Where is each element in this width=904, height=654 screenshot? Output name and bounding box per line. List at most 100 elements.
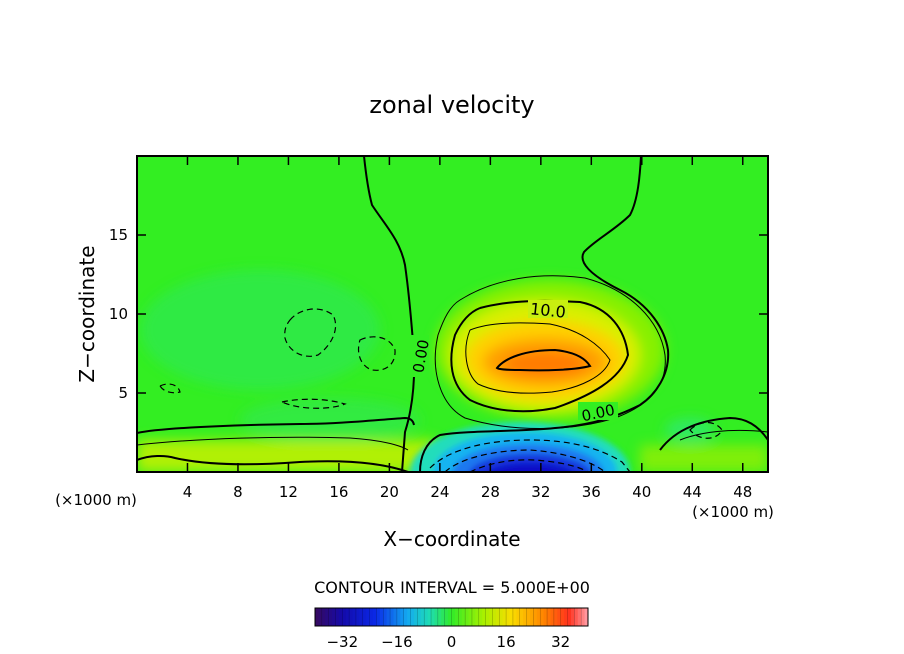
- colorbar-segment: [359, 608, 364, 626]
- colorbar-tick-label: 32: [551, 633, 570, 651]
- colorbar-segment: [410, 608, 415, 626]
- colorbar-segment: [478, 608, 483, 626]
- x-tick-label: 8: [233, 483, 243, 501]
- colorbar-segment: [328, 608, 333, 626]
- colorbar-frame: [314, 607, 589, 627]
- colorbar-segment: [417, 608, 422, 626]
- colorbar-segment: [355, 608, 360, 626]
- colorbar-segment: [349, 608, 354, 626]
- colorbar-segment: [400, 608, 405, 626]
- colorbar-segment: [574, 608, 579, 626]
- colorbar-segment: [499, 608, 504, 626]
- colorbar-segment: [577, 608, 582, 626]
- colorbar-segment: [540, 608, 545, 626]
- colorbar-segment: [529, 608, 534, 626]
- colorbar-segment: [536, 608, 541, 626]
- y-tick-label: 15: [109, 226, 128, 244]
- colorbar-segment: [342, 608, 347, 626]
- colorbar-segment: [557, 608, 562, 626]
- contour-label-10: 10.0: [529, 299, 566, 322]
- x-tick-label: 32: [531, 483, 550, 501]
- colorbar-segment: [441, 608, 446, 626]
- x-unit-right: (×1000 m): [692, 503, 774, 521]
- colorbar-segment: [403, 608, 408, 626]
- colorbar-segment: [570, 608, 575, 626]
- colorbar-segment: [396, 608, 401, 626]
- colorbar-segment: [390, 608, 394, 626]
- colorbar-segment: [560, 608, 565, 626]
- colorbar-segment: [376, 608, 381, 626]
- colorbar: [314, 608, 589, 626]
- colorbar-segment: [448, 608, 452, 626]
- colorbar-segment: [482, 608, 487, 626]
- colorbar-segment: [543, 608, 548, 626]
- y-tick-label: 10: [109, 305, 128, 323]
- colorbar-segment: [509, 608, 514, 626]
- colorbar-segment: [332, 608, 336, 626]
- colorbar-segment: [318, 608, 323, 626]
- x-tick-label: 16: [329, 483, 348, 501]
- colorbar-segment: [335, 608, 340, 626]
- colorbar-tick-label: −16: [381, 633, 413, 651]
- plot-area: [137, 156, 768, 472]
- x-tick-label: 48: [733, 483, 752, 501]
- colorbar-segment: [506, 608, 511, 626]
- x-tick-label: 24: [430, 483, 449, 501]
- x-tick-label: 20: [380, 483, 399, 501]
- colorbar-segment: [366, 608, 371, 626]
- colorbar-segment: [461, 608, 466, 626]
- colorbar-segment: [352, 608, 357, 626]
- colorbar-segment: [407, 608, 412, 626]
- colorbar-segment: [451, 608, 456, 626]
- colorbar-segment: [321, 608, 326, 626]
- colorbar-segment: [567, 608, 572, 626]
- colorbar-segment: [458, 608, 463, 626]
- colorbar-tick-label: 0: [447, 633, 457, 651]
- colorbar-tick-label: −32: [326, 633, 358, 651]
- colorbar-segment: [325, 608, 330, 626]
- colorbar-segment: [475, 608, 480, 626]
- contour-labels: 10.0 0.00 0.00: [409, 299, 618, 425]
- colorbar-segment: [516, 608, 521, 626]
- x-tick-label: 4: [183, 483, 193, 501]
- x-tick-label: 36: [582, 483, 601, 501]
- colorbar-segment: [468, 608, 473, 626]
- x-axis-label: X−coordinate: [383, 527, 520, 551]
- contour-interval-label: CONTOUR INTERVAL = 5.000E+00: [314, 578, 590, 597]
- colorbar-segment: [345, 608, 350, 626]
- colorbar-segment: [444, 608, 449, 626]
- colorbar-segment: [584, 608, 589, 626]
- colorbar-segment: [437, 608, 442, 626]
- colorbar-segment: [502, 608, 507, 626]
- colorbar-segment: [492, 608, 497, 626]
- colorbar-segment: [431, 608, 435, 626]
- colorbar-segment: [362, 608, 367, 626]
- x-unit-left: (×1000 m): [55, 491, 137, 509]
- colorbar-segment: [315, 608, 319, 626]
- x-tick-label: 44: [683, 483, 702, 501]
- y-tick-label: 5: [118, 384, 128, 402]
- colorbar-segment: [383, 608, 388, 626]
- colorbar-segment: [386, 608, 391, 626]
- colorbar-segment: [338, 608, 343, 626]
- colorbar-segment: [512, 608, 517, 626]
- colorbar-segment: [533, 608, 538, 626]
- contour-label-zero-a: 0.00: [409, 338, 433, 374]
- colorbar-segment: [373, 608, 377, 626]
- colorbar-segment: [553, 608, 558, 626]
- y-axis-label: Z−coordinate: [75, 245, 99, 382]
- colorbar-segment: [519, 608, 524, 626]
- colorbar-segment: [454, 608, 459, 626]
- colorbar-segment: [413, 608, 418, 626]
- colorbar-segment: [434, 608, 439, 626]
- colorbar-segment: [427, 608, 432, 626]
- colorbar-tick-label: 16: [497, 633, 516, 651]
- x-axis-ticks: 4 8 12 16 20 24 28 32 36 40 44 48: [183, 156, 752, 501]
- chart-title: zonal velocity: [369, 91, 534, 119]
- colorbar-segment: [523, 608, 528, 626]
- colorbar-segment: [489, 608, 493, 626]
- x-tick-label: 40: [632, 483, 651, 501]
- colorbar-segment: [420, 608, 425, 626]
- colorbar-segment: [393, 608, 398, 626]
- colorbar-segment: [369, 608, 374, 626]
